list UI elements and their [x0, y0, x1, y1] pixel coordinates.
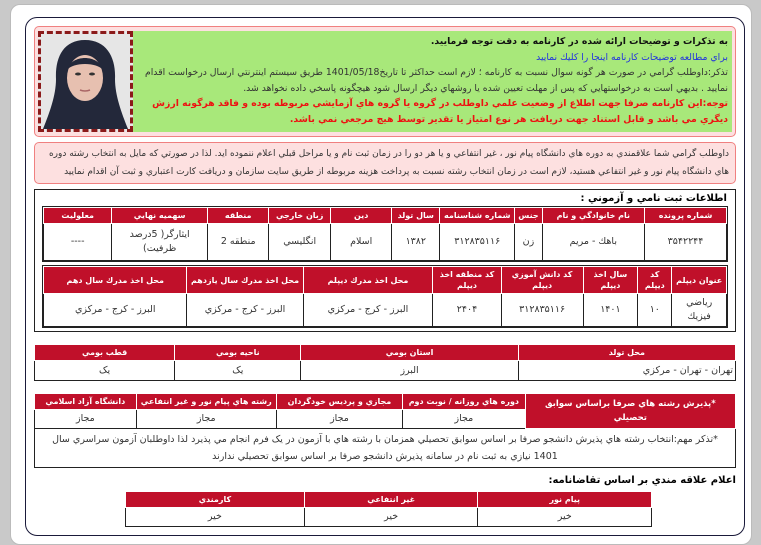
id-number: ۳۱۲۸۳۵۱۱۶ [439, 223, 516, 261]
table-header: شماره پرونده [644, 207, 727, 224]
diploma-code: ۱۰ [637, 293, 673, 327]
candidate-info-table: شماره پرونده نام خانوادگي و نام جنس شمار… [42, 206, 728, 262]
report-frame: به تذكرات و توضيحات ارائه شده در كارنامه… [25, 17, 745, 536]
status-value: مجاز [34, 409, 137, 429]
table-header: دانشگاه آزاد اسلامي [34, 393, 137, 410]
table-header: دين [329, 207, 393, 224]
table-header: سال تولد [391, 207, 441, 224]
grade10-place: البرز - كرج - مركزي [42, 293, 188, 327]
admission-status-table: *پذيرش رشته هاي صرفا براساس سوابق تحصيلي… [34, 393, 737, 468]
person-photo-icon [41, 34, 130, 129]
table-header: قطب بومي [33, 344, 176, 361]
candidate-photo [38, 31, 133, 132]
status-value: مجاز [402, 409, 526, 429]
table-header: محل اخذ مدرك ديپلم [302, 266, 434, 294]
table-header: ناحيه بومي [174, 344, 302, 361]
interest-value: خير [125, 507, 305, 527]
notice-line1: به تذكرات و توضيحات ارائه شده در كارنامه… [430, 36, 728, 47]
region: منطقه 2 [206, 223, 270, 261]
important-note: *تذكر مهم:انتخاب رشته هاي پذيرش دانشجو ص… [34, 428, 736, 468]
foreign-language: انگليسي [268, 223, 331, 261]
notice-box: به تذكرات و توضيحات ارائه شده در كارنامه… [34, 26, 736, 137]
diploma-region-code: ۲۴۰۴ [432, 293, 502, 327]
table-header: دوره هاي روزانه / نوبت دوم [402, 393, 526, 410]
notice-text: به تذكرات و توضيحات ارائه شده در كارنامه… [133, 31, 732, 132]
status-value: مجاز [275, 409, 404, 429]
notice-deadline: تذكر:داوطلب گرامي در صورت هر گونه سوال ن… [144, 67, 728, 94]
table-header: معلوليت [42, 207, 113, 224]
religion: اسلام [329, 223, 393, 261]
table-header: كد ديپلم [637, 266, 673, 294]
table-row: تهران - تهران - مركزي البرز يک يک [33, 360, 737, 381]
table-row: مجاز مجاز مجاز مجاز [34, 409, 736, 429]
report-page: به تذكرات و توضيحات ارائه شده در كارنامه… [10, 4, 752, 545]
table-header: محل تولد [517, 344, 737, 361]
file-number: ۳۵۴۲۲۴۴ [644, 223, 727, 261]
birth-year: ۱۳۸۲ [391, 223, 441, 261]
table-header: مجازي و پرديس خودگردان [275, 393, 404, 410]
interest-value: خير [477, 507, 652, 527]
diploma-title: رياضي فيزيك [671, 293, 727, 327]
native-pole: يک [33, 360, 176, 381]
table-header: محل اخذ مدرك سال يازدهم [186, 266, 304, 294]
native-province: البرز [300, 360, 519, 381]
notice-warning: توجه:اين كارنامه صرفا جهت اطلاع از وضعيت… [152, 98, 728, 125]
registration-title: اطلاعات ثبت نامي و آزموني : [580, 193, 727, 204]
table-header: استان بومي [300, 344, 519, 361]
table-header: كد دانش آموزي ديپلم [500, 266, 584, 294]
table-header: غير انتفاعي [303, 491, 479, 508]
table-header: كد منطقه اخذ ديپلم [432, 266, 502, 294]
interest-value: خير [303, 507, 479, 527]
table-header: رشته هاي پيام نور و غير انتفاعي [135, 393, 277, 410]
registration-section: اطلاعات ثبت نامي و آزموني : شماره پرونده… [34, 189, 736, 332]
interest-table: پيام نور غير انتفاعي كارمندي خير خير خير [125, 491, 652, 527]
table-row: رياضي فيزيك ۱۰ ۱۴۰۱ ۳۱۲۸۳۵۱۱۶ ۲۴۰۴ البرز… [42, 293, 727, 327]
table-row: ۳۵۴۲۲۴۴ باهك - مريم زن ۳۱۲۸۳۵۱۱۶ ۱۳۸۲ اس… [42, 223, 727, 261]
table-header: شماره شناسنامه [439, 207, 516, 224]
final-quota: ايثارگر( 5درصد ظرفيت) [111, 223, 208, 261]
table-header: زبان خارجي [268, 207, 331, 224]
birthplace-table: محل تولد استان بومي ناحيه بومي قطب بومي … [33, 344, 737, 381]
gender: زن [514, 223, 543, 261]
table-header: محل اخذ مدرك سال دهم [42, 266, 188, 294]
diploma-table: عنوان ديپلم كد ديپلم سال اخذ ديپلم كد دا… [42, 265, 728, 328]
diploma-place: البرز - كرج - مركزي [302, 293, 434, 327]
grade11-place: البرز - كرج - مركزي [186, 293, 304, 327]
diploma-year: ۱۴۰۱ [582, 293, 639, 327]
birthplace: تهران - تهران - مركزي [517, 360, 737, 381]
table-header: منطقه [206, 207, 270, 224]
table-header: سهميه نهايي [111, 207, 208, 224]
report-help-link[interactable]: براي مطالعه توضيحات كارنامه اينجا را كلي… [536, 51, 728, 63]
table-header: پيام نور [477, 491, 652, 508]
table-header: نام خانوادگي و نام [541, 207, 646, 224]
record-based-admission-label: *پذيرش رشته هاي صرفا براساس سوابق تحصيلي [524, 393, 737, 429]
payam-noor-notice: داوطلب گرامي شما علاقمندي به دوره هاي دا… [34, 142, 736, 184]
status-value: مجاز [135, 409, 277, 429]
table-row: خير خير خير [125, 507, 652, 527]
table-header: سال اخذ ديپلم [582, 266, 639, 294]
table-header: عنوان ديپلم [671, 266, 727, 294]
table-header: جنس [514, 207, 543, 224]
full-name: باهك - مريم [541, 223, 646, 261]
native-district: يک [174, 360, 302, 381]
interest-title: اعلام علاقه مندي بر اساس تقاضانامه: [548, 475, 736, 486]
student-code: ۳۱۲۸۳۵۱۱۶ [500, 293, 584, 327]
disability: ---- [42, 223, 113, 261]
table-header: كارمندي [125, 491, 305, 508]
